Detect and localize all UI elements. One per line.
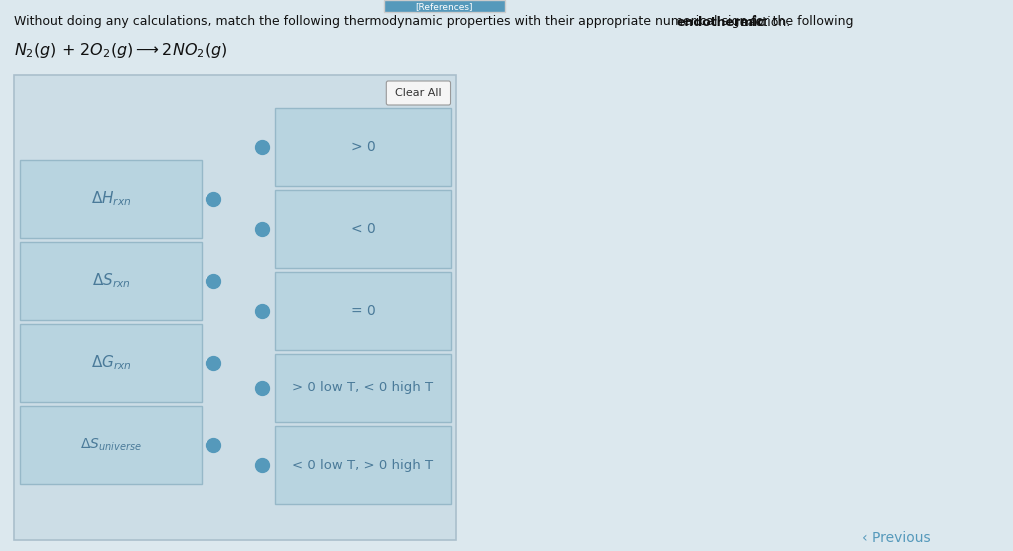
Text: > 0: > 0 (350, 140, 376, 154)
Text: $N_2(g)$ + $2O_2(g)$$\longrightarrow$$2NO_2(g)$: $N_2(g)$ + $2O_2(g)$$\longrightarrow$$2N… (14, 41, 228, 60)
FancyBboxPatch shape (20, 242, 202, 320)
Text: endothermic: endothermic (677, 15, 765, 29)
Text: reaction.: reaction. (731, 15, 790, 29)
FancyBboxPatch shape (20, 324, 202, 402)
FancyBboxPatch shape (275, 354, 452, 422)
FancyBboxPatch shape (20, 160, 202, 238)
Text: [References]: [References] (415, 2, 473, 11)
FancyBboxPatch shape (20, 406, 202, 484)
FancyBboxPatch shape (275, 272, 452, 350)
Text: $\Delta S_{rxn}$: $\Delta S_{rxn}$ (92, 272, 131, 290)
Text: < 0 low T, > 0 high T: < 0 low T, > 0 high T (293, 458, 434, 472)
Text: $\Delta H_{rxn}$: $\Delta H_{rxn}$ (91, 190, 132, 208)
FancyBboxPatch shape (275, 426, 452, 504)
Text: Clear All: Clear All (395, 88, 442, 98)
Text: $\Delta G_{rxn}$: $\Delta G_{rxn}$ (91, 354, 132, 372)
Text: = 0: = 0 (350, 304, 376, 318)
FancyBboxPatch shape (14, 75, 456, 540)
Text: > 0 low T, < 0 high T: > 0 low T, < 0 high T (293, 381, 434, 395)
Text: ‹ Previous: ‹ Previous (862, 531, 931, 545)
FancyBboxPatch shape (275, 190, 452, 268)
Text: Without doing any calculations, match the following thermodynamic properties wit: Without doing any calculations, match th… (14, 15, 857, 29)
FancyBboxPatch shape (386, 81, 451, 105)
Text: < 0: < 0 (350, 222, 376, 236)
Text: $\Delta S_{universe}$: $\Delta S_{universe}$ (80, 437, 142, 453)
FancyBboxPatch shape (384, 0, 504, 12)
FancyBboxPatch shape (275, 108, 452, 186)
